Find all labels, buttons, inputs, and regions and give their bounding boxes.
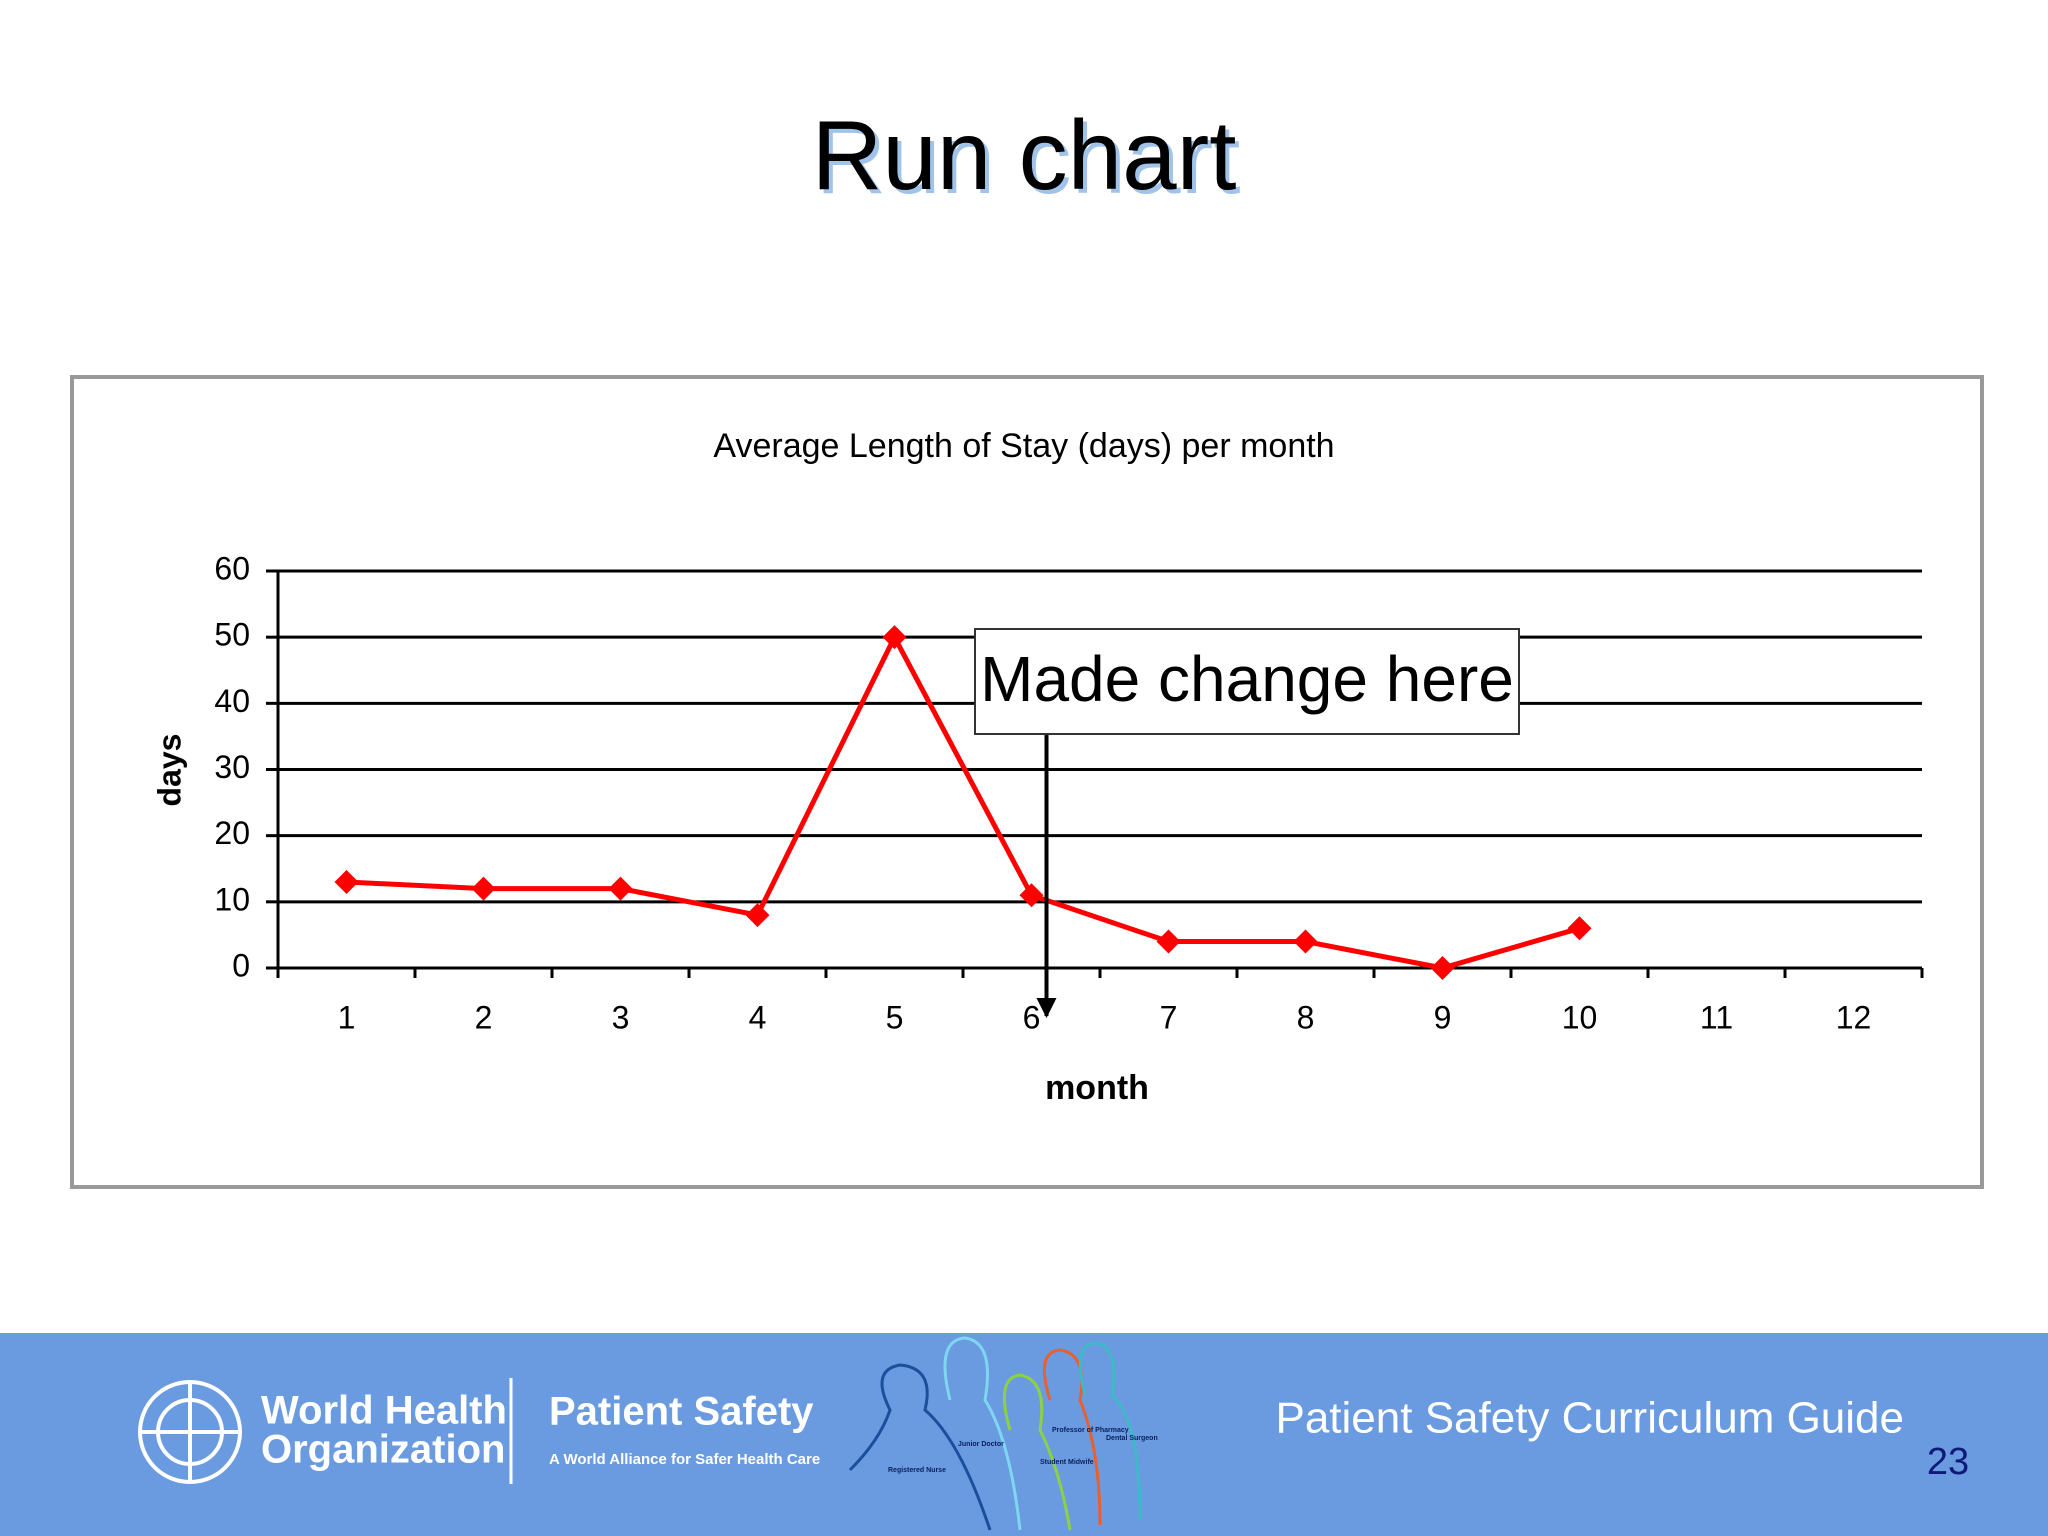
y-tick-label: 10 [214, 881, 250, 917]
y-tick-label: 60 [214, 550, 250, 586]
program-name: Patient Safety [549, 1390, 814, 1434]
figure-label: Student Midwife [1040, 1459, 1094, 1466]
x-tick-label: 9 [1434, 999, 1452, 1035]
x-tick-label: 10 [1562, 999, 1598, 1035]
footer-band [0, 1333, 2048, 1536]
chart-title: Average Length of Stay (days) per month [713, 427, 1334, 465]
x-tick-label: 5 [886, 999, 904, 1035]
y-axis-title: days [151, 734, 187, 807]
figure-label: Dental Surgeon [1106, 1435, 1158, 1442]
guide-title: Patient Safety Curriculum Guide [1275, 1394, 1904, 1443]
data-point [1567, 916, 1592, 941]
annotation-text: Made change here [980, 643, 1514, 715]
data-line [346, 631, 1581, 971]
data-point [1156, 929, 1181, 954]
org-name: World Health [261, 1389, 507, 1433]
data-point [1430, 956, 1455, 980]
page-number: 23 [1927, 1441, 1969, 1483]
x-tick-label: 2 [475, 999, 493, 1035]
data-point [745, 903, 770, 928]
data-point [1019, 883, 1044, 908]
figure-label: Junior Doctor [958, 1441, 1004, 1448]
who-logo [138, 1380, 242, 1484]
y-tick-label: 30 [214, 749, 250, 785]
y-tick-label: 0 [232, 947, 250, 983]
figures-art [848, 1336, 1142, 1531]
title-shadow: Run chart [816, 104, 1241, 214]
y-tick-label: 20 [214, 815, 250, 851]
data-point [1293, 929, 1318, 954]
x-tick-label: 12 [1836, 999, 1872, 1035]
y-tick-label: 50 [214, 617, 250, 653]
annotation-box [974, 628, 1520, 735]
x-axis-title: month [1045, 1069, 1149, 1107]
data-point [471, 876, 496, 901]
x-tick-label: 11 [1700, 999, 1733, 1035]
x-tick-label: 7 [1160, 999, 1178, 1035]
y-tick-label: 40 [214, 683, 250, 719]
data-point [334, 869, 359, 894]
chart-frame [70, 375, 1984, 1189]
x-tick-label: 4 [749, 999, 767, 1035]
x-tick-label: 6 [1023, 999, 1041, 1035]
x-tick-label: 3 [612, 999, 630, 1035]
x-tick-label: 8 [1297, 999, 1315, 1035]
data-point [882, 625, 907, 650]
slide-title: Run chart [812, 100, 1237, 210]
x-tick-label: 1 [338, 999, 356, 1035]
figure-label: Professor of Pharmacy [1052, 1427, 1129, 1434]
figure-label: Registered Nurse [888, 1467, 946, 1474]
footer: World Health Organization Patient Safety… [0, 1333, 2048, 1536]
data-point [608, 876, 633, 901]
org-name: Organization [261, 1428, 505, 1472]
program-tagline: A World Alliance for Safer Health Care [549, 1451, 820, 1468]
